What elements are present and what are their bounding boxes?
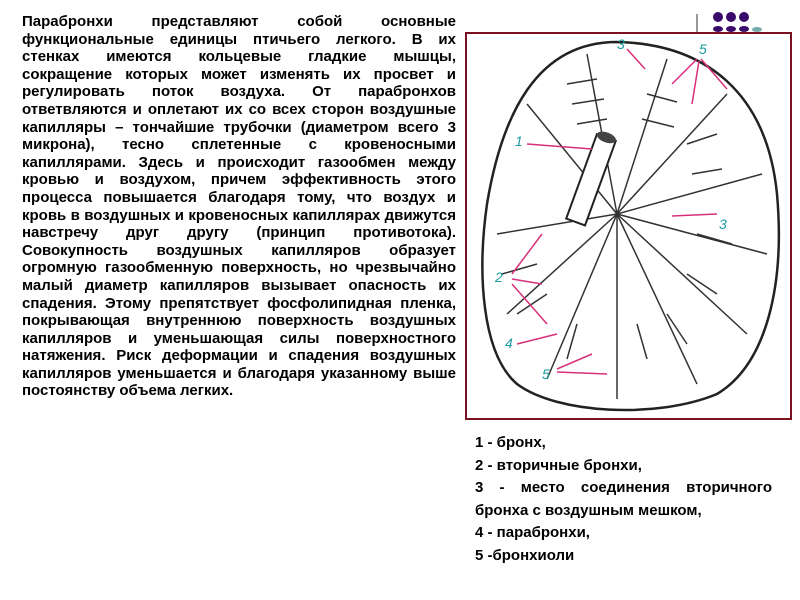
legend-item: 2 - вторичные бронхи, [475,456,642,474]
label-1: 1 [515,133,523,149]
label-3-top: 3 [617,36,625,52]
label-4: 4 [505,335,513,351]
label-2: 2 [494,269,503,285]
label-5-bottom: 5 [542,366,550,382]
legend-item: 1 - бронх, [475,434,546,451]
label-5-top: 5 [699,41,707,57]
figure-legend: 1 - бронх, 2 - вторичные бронхи, 3 - мес… [475,432,772,567]
legend-item: 3 - место соединения вторичного бронха с… [475,479,772,519]
lung-illustration: 1 2 3 3 4 5 5 [481,36,781,412]
lung-diagram: 1 2 3 3 4 5 5 [465,32,792,420]
main-text: Парабронхи представляют собой основные ф… [22,13,456,400]
legend-item: 5 -бронхиоли [475,546,575,564]
label-3-right: 3 [719,216,727,232]
decorative-divider [696,14,698,40]
legend-item: 4 - парабронхи, [475,524,590,541]
